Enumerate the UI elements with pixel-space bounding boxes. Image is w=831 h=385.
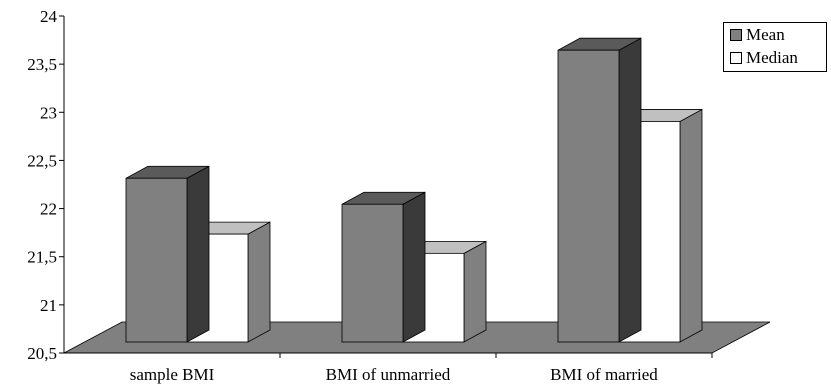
legend-label-median: Median [746,48,798,67]
y-tick-label: 22 [40,200,57,219]
bar-marks [125,37,703,343]
y-tick-label: 21,5 [27,248,57,267]
bar-mean-2 [557,37,642,343]
x-tick-label: BMI of married [550,365,658,384]
y-axis-ticks: 20,5 21 21,5 22 22,5 23 23,5 24 [27,7,64,363]
bar-side-face [186,165,210,343]
y-tick-label: 24 [40,7,58,26]
legend-item-mean: Mean [730,25,785,45]
y-tick-label: 22,5 [27,151,57,170]
bar-side-face [247,221,271,343]
legend-swatch-median [730,52,742,64]
x-axis-ticks: sample BMI BMI of unmarried BMI of married [130,353,713,384]
bar-front-face [557,49,620,343]
legend: Mean Median [723,22,827,72]
bar-front-face [125,177,188,343]
x-tick-label: sample BMI [130,365,215,384]
legend-swatch-mean [730,29,742,41]
legend-item-median: Median [730,48,798,68]
bar-side-face [402,191,426,343]
bar-mean-1 [341,191,426,343]
legend-label-mean: Mean [746,25,785,44]
bar-side-face [618,37,642,343]
y-tick-label: 20,5 [27,344,57,363]
bar-mean-0 [125,165,210,343]
bar-side-face [679,108,703,343]
y-tick-label: 21 [40,296,57,315]
y-tick-label: 23 [40,103,57,122]
bar-side-face [463,240,487,343]
x-tick-label: BMI of unmarried [326,365,451,384]
bar-front-face [341,203,404,343]
y-tick-label: 23,5 [27,55,57,74]
